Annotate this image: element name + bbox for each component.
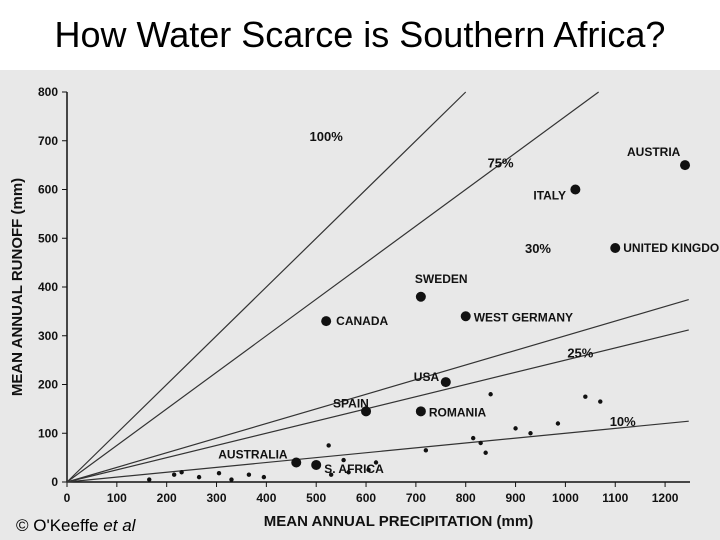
x-tick-label: 200 <box>157 491 177 505</box>
country-data-point <box>680 160 691 171</box>
small-data-point <box>229 477 234 482</box>
country-data-point <box>415 406 426 417</box>
country-data-point <box>361 406 372 417</box>
country-label: WEST GERMANY <box>474 310 573 324</box>
small-data-point <box>171 472 177 477</box>
y-tick-label: 400 <box>38 280 58 294</box>
small-data-point <box>346 470 351 475</box>
runoff-precipitation-chart: 0 100 200 300 400 500 600 700 800 900 1000 1100 1200… <box>9 85 720 530</box>
small-data-point <box>555 421 561 426</box>
reference-line-label: 10% <box>610 414 636 429</box>
country-label: ITALY <box>533 189 566 203</box>
y-tick-label: 300 <box>38 329 58 343</box>
x-tick-label: 100 <box>107 491 127 505</box>
x-tick-label: 800 <box>456 491 476 505</box>
y-tick-label: 100 <box>38 426 58 440</box>
reference-line-label: 30% <box>525 241 551 256</box>
small-data-point <box>583 394 588 399</box>
small-data-point <box>470 435 476 441</box>
x-tick-label: 600 <box>356 491 376 505</box>
small-data-point <box>326 443 331 448</box>
country-data-point <box>321 316 332 327</box>
y-tick-label: 800 <box>38 85 58 99</box>
small-data-point <box>528 431 533 436</box>
small-data-point <box>216 471 222 476</box>
chart-panel <box>0 70 720 540</box>
data-labels: AUSTRIA ITALY UNITED KINGDON SWEDEN CANADA WE… <box>218 145 720 476</box>
credit-prefix: © O'Keeffe <box>16 516 104 535</box>
small-data-point <box>373 460 379 465</box>
data-points <box>147 160 691 482</box>
reference-line <box>66 298 689 483</box>
credit-etal: et al <box>103 516 136 535</box>
small-data-point <box>246 472 252 477</box>
small-data-point <box>366 467 371 473</box>
y-axis-title: MEAN ANNUAL RUNOFF (mm) <box>9 178 26 396</box>
x-tick-label: 300 <box>207 491 227 505</box>
small-data-point <box>341 457 346 463</box>
x-tick-label: 1100 <box>602 491 628 505</box>
y-tick-label: 500 <box>38 231 58 245</box>
country-data-point <box>570 184 581 195</box>
country-label: S. AFRICA <box>324 462 384 476</box>
country-data-point <box>311 459 322 470</box>
x-tick-label: 1200 <box>652 491 679 505</box>
small-data-point <box>196 474 202 480</box>
x-tick-label: 700 <box>406 491 426 505</box>
small-data-point <box>261 474 267 480</box>
reference-line <box>66 420 689 483</box>
reference-line <box>66 329 689 483</box>
credit: © O'Keeffe et al <box>16 516 135 536</box>
x-axis-title: MEAN ANNUAL PRECIPITATION (mm) <box>264 513 533 530</box>
country-data-point <box>415 291 426 302</box>
country-label: SPAIN <box>333 396 369 410</box>
x-tick-label: 500 <box>306 491 326 505</box>
reference-line <box>66 91 467 483</box>
x-tick-label: 900 <box>506 491 526 505</box>
small-data-point <box>478 440 483 446</box>
y-tick-label: 0 <box>51 475 58 489</box>
small-data-point <box>179 470 184 475</box>
country-label: SWEDEN <box>415 272 468 286</box>
country-label: USA <box>414 370 440 384</box>
small-data-point <box>147 477 152 482</box>
country-data-point <box>610 243 621 253</box>
reference-line <box>66 91 599 483</box>
small-data-point <box>513 426 518 431</box>
small-data-point <box>488 392 493 397</box>
small-data-point <box>483 450 488 455</box>
country-label: AUSTRALIA <box>218 448 288 462</box>
country-data-point <box>460 311 471 322</box>
country-data-point <box>291 457 302 468</box>
reference-line-label: 25% <box>567 346 593 361</box>
small-data-point <box>423 448 429 453</box>
x-tick-label: 1000 <box>552 491 579 505</box>
country-label: AUSTRIA <box>627 145 681 159</box>
page-title: How Water Scarce is Southern Africa? <box>54 14 666 55</box>
y-tick-label: 600 <box>38 183 58 197</box>
reference-lines: 100% 75% 30% 25% 10% <box>66 91 689 483</box>
reference-line-label: 75% <box>488 156 514 171</box>
chart-axes: 0 100 200 300 400 500 600 700 800 900 1000 1100 1200… <box>38 85 690 505</box>
x-tick-label: 400 <box>256 491 276 505</box>
x-tick-label: 0 <box>64 491 71 505</box>
small-data-point <box>328 472 334 477</box>
reference-line-label: 100% <box>310 129 344 144</box>
country-label: CANADA <box>336 314 388 328</box>
y-tick-label: 200 <box>38 378 58 392</box>
y-tick-label: 700 <box>38 134 58 148</box>
country-label: UNITED KINGDON <box>623 241 720 255</box>
country-data-point <box>440 377 451 388</box>
country-label: ROMANIA <box>429 405 487 419</box>
small-data-point <box>598 399 603 404</box>
